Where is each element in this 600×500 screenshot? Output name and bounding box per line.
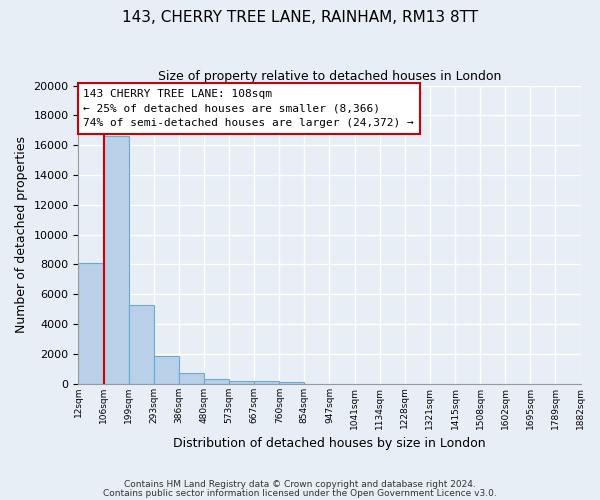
Text: Contains public sector information licensed under the Open Government Licence v3: Contains public sector information licen… [103, 490, 497, 498]
Bar [79, 263, 104, 384]
Bar [179, 374, 204, 384]
Text: 143, CHERRY TREE LANE, RAINHAM, RM13 8TT: 143, CHERRY TREE LANE, RAINHAM, RM13 8TT [122, 10, 478, 25]
Bar [104, 136, 128, 384]
X-axis label: Distribution of detached houses by size in London: Distribution of detached houses by size … [173, 437, 486, 450]
Bar [154, 356, 179, 384]
Bar [279, 382, 304, 384]
Title: Size of property relative to detached houses in London: Size of property relative to detached ho… [158, 70, 501, 83]
Bar [204, 379, 229, 384]
Bar [229, 380, 254, 384]
Text: Contains HM Land Registry data © Crown copyright and database right 2024.: Contains HM Land Registry data © Crown c… [124, 480, 476, 489]
Bar [128, 304, 154, 384]
Text: 143 CHERRY TREE LANE: 108sqm
← 25% of detached houses are smaller (8,366)
74% of: 143 CHERRY TREE LANE: 108sqm ← 25% of de… [83, 88, 414, 128]
Bar [254, 381, 279, 384]
Y-axis label: Number of detached properties: Number of detached properties [15, 136, 28, 333]
